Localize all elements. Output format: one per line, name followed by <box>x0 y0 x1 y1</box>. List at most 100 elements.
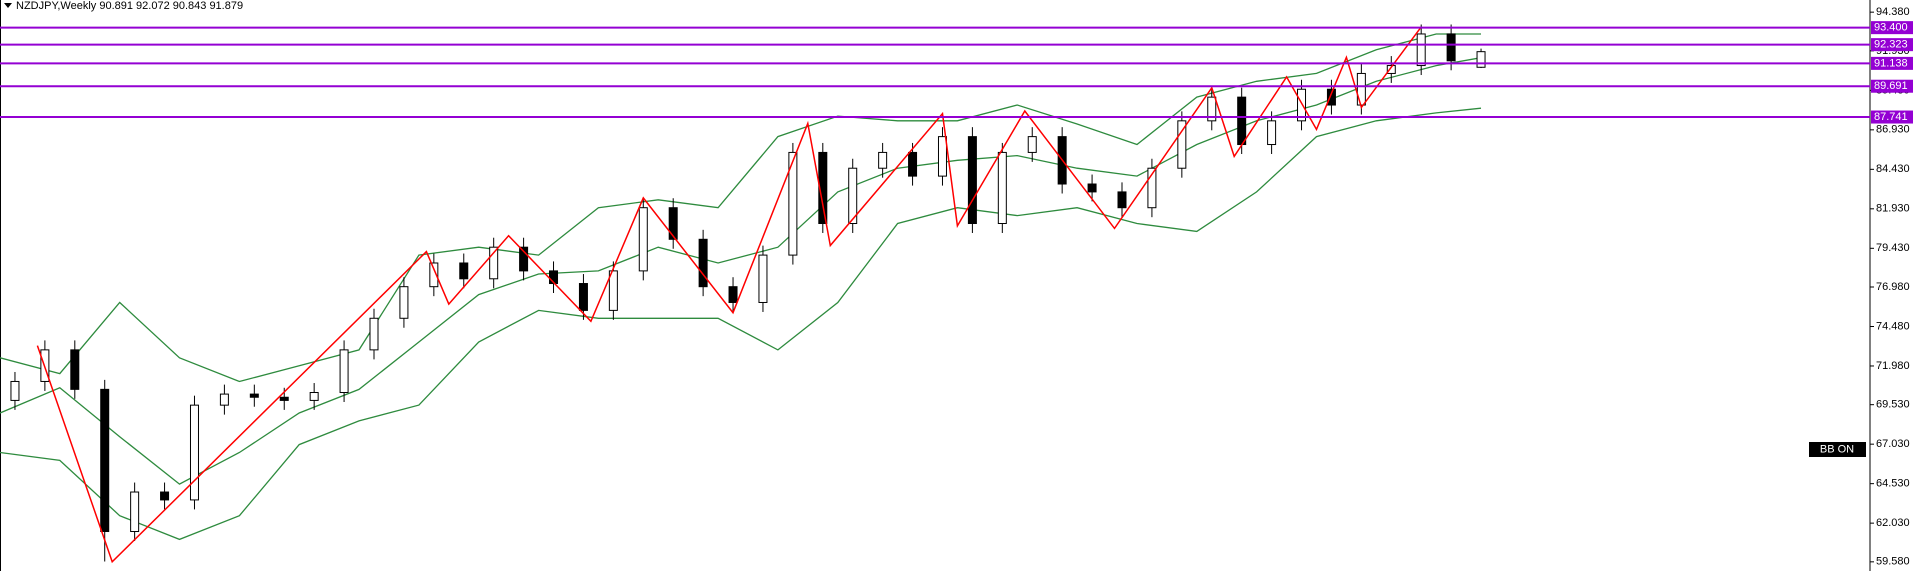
candle <box>1027 127 1037 162</box>
candle-body <box>249 393 259 398</box>
zigzag-line <box>36 26 1422 564</box>
candle <box>1087 174 1097 202</box>
candle <box>967 127 977 233</box>
candle-body <box>1237 96 1247 146</box>
candle <box>758 245 768 312</box>
candle <box>1207 87 1217 131</box>
candle-body <box>638 207 648 272</box>
candle <box>698 229 708 297</box>
candle-body <box>1476 51 1486 68</box>
candle-body <box>1087 183 1097 193</box>
candle <box>1297 79 1307 131</box>
candle <box>519 237 529 281</box>
candle-body <box>1267 120 1277 146</box>
candle-body <box>997 151 1007 225</box>
candle-body <box>309 392 319 401</box>
y-tick-label: 59.580 <box>1876 556 1910 568</box>
candle-body <box>10 380 20 401</box>
candle-body <box>130 491 140 533</box>
badge-box <box>1809 442 1866 457</box>
y-tick-label: 74.480 <box>1876 320 1910 332</box>
candle <box>997 142 1007 233</box>
y-tick-label: 62.030 <box>1876 517 1910 529</box>
candle <box>608 261 618 320</box>
candle-body <box>519 246 529 272</box>
level-label: 87.741 <box>1874 111 1908 123</box>
y-tick-label: 64.530 <box>1876 478 1910 490</box>
candle-body <box>1297 88 1307 122</box>
bollinger-band <box>0 107 1482 541</box>
candle <box>848 158 858 233</box>
candle-body <box>1326 88 1336 106</box>
candle <box>549 261 559 294</box>
candle <box>369 308 379 360</box>
candle <box>788 142 798 265</box>
badge-label: BB ON <box>1820 443 1854 455</box>
candle-body <box>578 283 588 311</box>
level-label-box <box>1871 56 1913 70</box>
candle-body <box>369 317 379 351</box>
candle <box>908 142 918 186</box>
menu-arrow[interactable] <box>4 3 12 8</box>
level-label-box <box>1871 21 1913 35</box>
candle <box>1386 56 1396 83</box>
y-tick-label: 81.930 <box>1876 203 1910 215</box>
candle <box>160 482 170 510</box>
level-label-box <box>1871 110 1913 124</box>
chart-title: NZDJPY,Weekly 90.891 92.072 90.843 91.87… <box>16 0 243 12</box>
candle-body <box>967 136 977 225</box>
y-tick-label: 67.030 <box>1876 438 1910 450</box>
candle <box>70 340 80 399</box>
level-label: 91.138 <box>1874 57 1908 69</box>
candle-body <box>1117 191 1127 209</box>
candle <box>399 277 409 328</box>
candle <box>1147 158 1157 218</box>
bollinger-band <box>0 57 1482 485</box>
candle <box>1267 111 1277 155</box>
level-label-box <box>1871 79 1913 93</box>
candle <box>818 142 828 233</box>
y-tick-label: 76.980 <box>1876 281 1910 293</box>
candle <box>1177 111 1187 178</box>
candle-body <box>608 270 618 311</box>
candle <box>668 198 678 249</box>
candle <box>489 237 499 289</box>
candle-body <box>1027 136 1037 153</box>
candle-body <box>70 349 80 390</box>
y-tick-label: 84.430 <box>1876 163 1910 175</box>
candle-body <box>668 207 678 240</box>
candle <box>130 482 140 541</box>
level-label: 92.323 <box>1874 39 1908 51</box>
candle-body <box>1446 33 1456 62</box>
candle-body <box>698 238 708 288</box>
candle <box>937 127 947 186</box>
y-tick-label: 94.380 <box>1876 6 1910 18</box>
candle-body <box>219 393 229 406</box>
candle <box>100 379 110 562</box>
candle <box>1416 24 1426 76</box>
candle <box>878 142 888 178</box>
candle-body <box>1386 65 1396 74</box>
candle-body <box>758 254 768 303</box>
candle-body <box>848 167 858 225</box>
level-label-box <box>1871 38 1913 52</box>
candle-body <box>1147 167 1157 209</box>
candle <box>429 253 439 297</box>
candle-body <box>1207 96 1217 122</box>
candle-body <box>339 349 349 394</box>
candle-body <box>279 396 289 401</box>
candle-body <box>459 262 469 280</box>
level-label: 93.400 <box>1874 22 1908 34</box>
candle-body <box>100 388 110 533</box>
candle-body <box>908 151 918 177</box>
candle <box>1117 182 1127 218</box>
candle-body <box>399 286 409 319</box>
candle-body <box>1416 33 1426 67</box>
level-label: 89.691 <box>1874 80 1908 92</box>
candle-body <box>728 286 738 303</box>
candle <box>638 198 648 281</box>
candle-body <box>878 151 888 169</box>
candle-body <box>489 246 499 280</box>
